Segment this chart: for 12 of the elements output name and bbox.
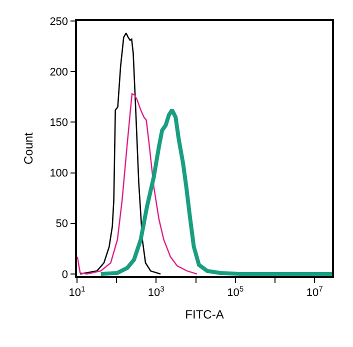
y-axis-title: Count: [21, 132, 36, 165]
y-tick-label: 150: [50, 117, 68, 130]
y-tick-label: 200: [50, 66, 68, 78]
x-tick-label: 10$^{1}$: [68, 284, 86, 299]
x-tick-label: 10$^{5}$: [227, 284, 244, 299]
x-tick-label: 10$^{7}$: [306, 284, 323, 299]
y-tick-label: 50: [56, 218, 68, 230]
y-tick-label: 250: [50, 16, 68, 28]
y-tick-label: 100: [50, 168, 68, 180]
x-tick-label: 10$^{3}$: [148, 284, 164, 299]
y-tick-label: 0: [62, 268, 68, 281]
x-axis-title: FITC-A: [185, 307, 224, 322]
